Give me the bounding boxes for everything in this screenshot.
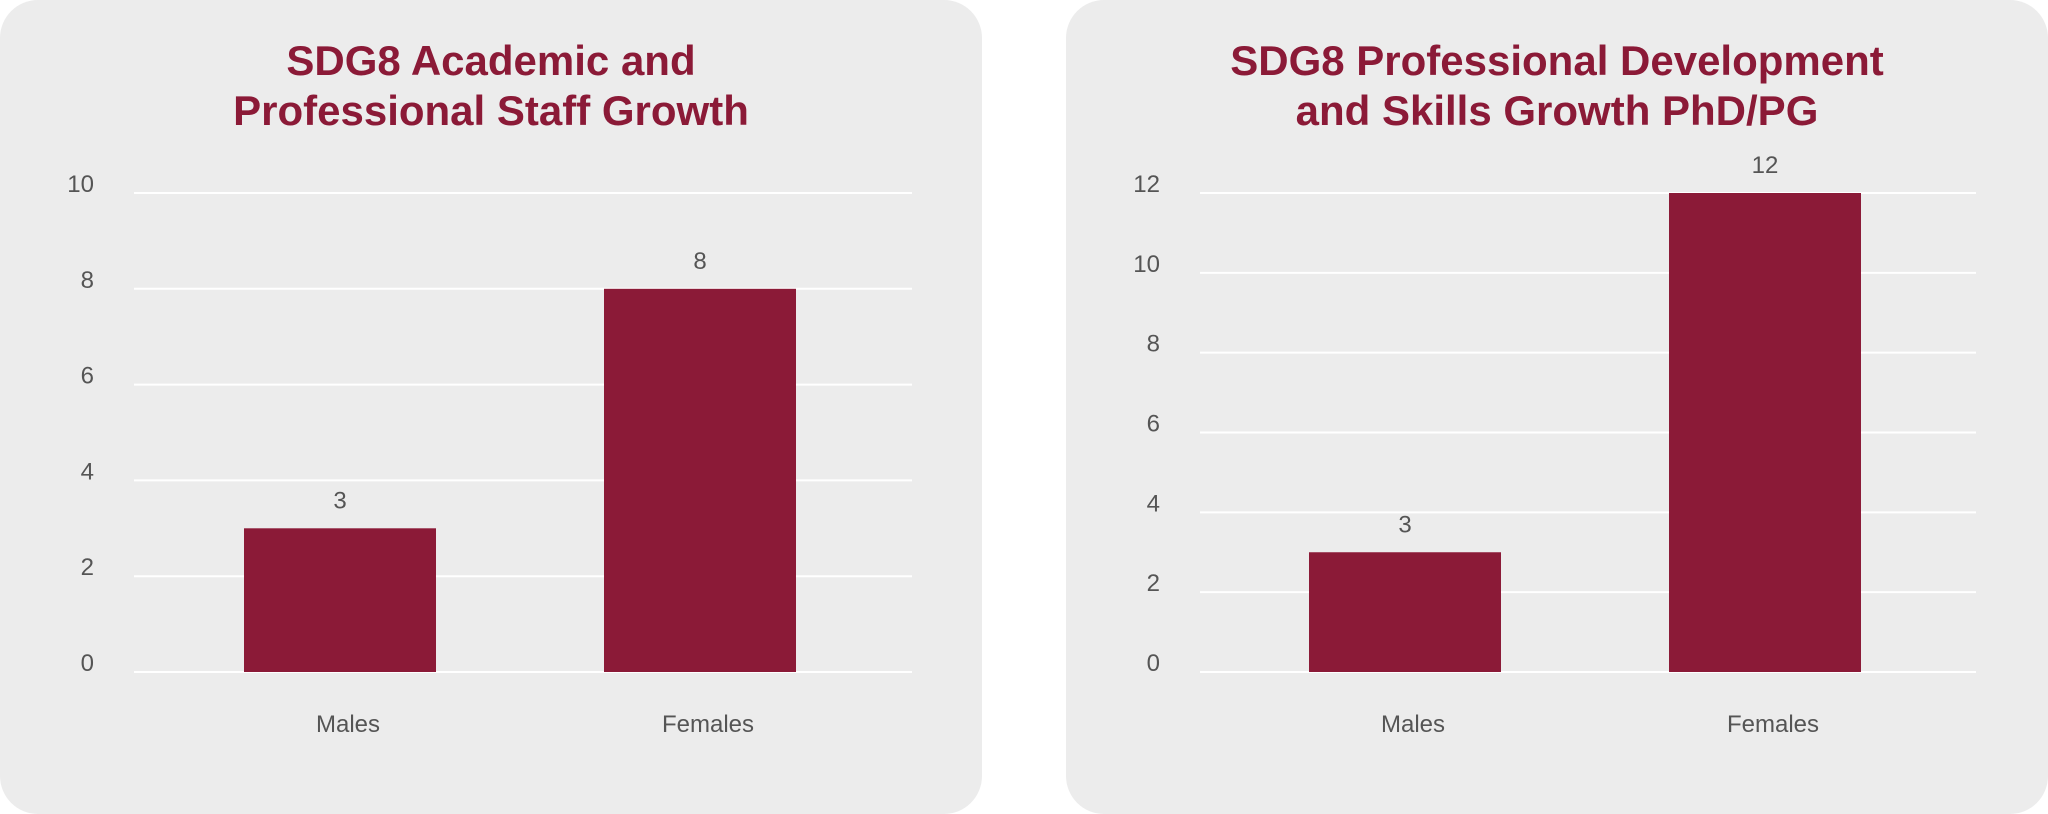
bar-females — [1669, 193, 1861, 672]
data-label-females: 12 — [1752, 152, 1779, 179]
chart-title-line-2: Professional Staff Growth — [233, 87, 749, 134]
y-tick-label-0: 0 — [1147, 650, 1160, 677]
chart-title-line-2: and Skills Growth PhD/PG — [1295, 87, 1819, 134]
y-tick-label-8: 8 — [81, 267, 94, 294]
y-tick-label-6: 6 — [81, 363, 94, 390]
chart-title: SDG8 Professional Development and Skills… — [1066, 36, 2048, 136]
bar-females — [604, 288, 796, 672]
chart-title-line-1: SDG8 Academic and — [286, 37, 696, 84]
chart-title-line-1: SDG8 Professional Development — [1230, 37, 1884, 84]
bar-males — [1309, 552, 1501, 672]
y-tick-label-2: 2 — [1147, 570, 1160, 597]
chart-title: SDG8 Academic and Professional Staff Gro… — [0, 36, 982, 136]
x-category-label-males: Males — [1381, 711, 1445, 738]
bar-males — [244, 528, 436, 672]
data-label-males: 3 — [1398, 511, 1411, 538]
y-tick-label-2: 2 — [81, 554, 94, 581]
x-category-label-females: Females — [1727, 711, 1819, 738]
y-tick-label-12: 12 — [1133, 171, 1160, 198]
bar-chart-phd-pg: 0 2 4 6 8 10 12 3 Males 12 Females — [1133, 152, 1976, 738]
data-label-females: 8 — [693, 248, 706, 275]
y-tick-label-4: 4 — [1147, 490, 1160, 517]
y-tick-label-0: 0 — [81, 650, 94, 677]
x-category-label-females: Females — [662, 711, 754, 738]
chart-panel-phd-pg: SDG8 Professional Development and Skills… — [1066, 0, 2048, 814]
chart-panel-academic-staff: SDG8 Academic and Professional Staff Gro… — [0, 0, 982, 814]
bar-chart-academic-staff: 0 2 4 6 8 10 3 Males 8 Females — [67, 171, 912, 738]
x-category-label-males: Males — [316, 711, 380, 738]
y-tick-label-6: 6 — [1147, 411, 1160, 438]
y-tick-label-8: 8 — [1147, 331, 1160, 358]
y-tick-label-10: 10 — [1133, 251, 1160, 278]
y-tick-label-10: 10 — [67, 171, 94, 198]
data-label-males: 3 — [333, 487, 346, 514]
y-tick-label-4: 4 — [81, 458, 94, 485]
